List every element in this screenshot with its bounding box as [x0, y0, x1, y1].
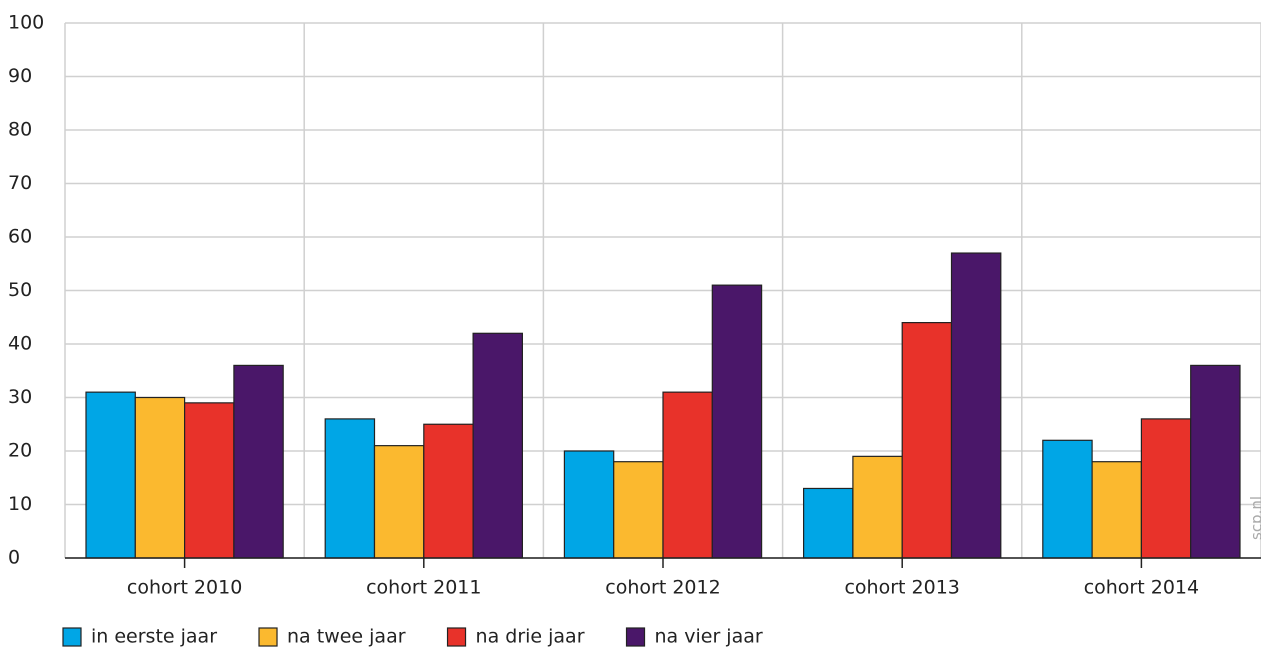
bar [423, 423, 474, 559]
y-tick-label: 80 [8, 119, 32, 141]
bar [184, 402, 235, 559]
legend-swatch [446, 627, 467, 647]
x-tick-label: cohort 2012 [605, 577, 720, 599]
y-tick-label: 70 [8, 172, 32, 194]
legend-label: na drie jaar [476, 626, 585, 648]
legend-swatch [258, 627, 278, 647]
bar [472, 332, 524, 559]
legend-label: na twee jaar [287, 626, 406, 648]
bar [563, 450, 615, 559]
x-tick-label: cohort 2014 [1084, 577, 1199, 599]
legend-label: in eerste jaar [91, 626, 217, 648]
bar [852, 455, 903, 559]
bar [613, 461, 664, 559]
bar [134, 396, 186, 559]
x-tick-label: cohort 2013 [844, 577, 959, 599]
bar [85, 391, 136, 559]
y-tick-label: 100 [8, 12, 44, 34]
bar [373, 445, 425, 559]
bar [901, 322, 953, 559]
bar [233, 364, 284, 559]
x-tick-label: cohort 2010 [127, 577, 242, 599]
bar [324, 418, 376, 559]
bar [1140, 418, 1192, 559]
bar [950, 252, 1002, 559]
bar [1091, 461, 1142, 559]
y-tick-label: 10 [8, 493, 32, 515]
bar [802, 487, 854, 559]
y-tick-label: 30 [8, 386, 32, 408]
bar [711, 284, 763, 559]
watermark: scp.nl [1248, 496, 1261, 540]
y-tick-label: 60 [8, 226, 32, 248]
y-tick-label: 90 [8, 65, 32, 87]
bar [662, 391, 713, 559]
legend-label: na vier jaar [655, 626, 763, 648]
legend-swatch [62, 627, 82, 647]
y-tick-label: 0 [8, 547, 20, 569]
legend-swatch [625, 627, 646, 647]
y-tick-label: 40 [8, 333, 32, 355]
bar [1190, 364, 1241, 559]
x-tick-label: cohort 2011 [366, 577, 481, 599]
y-tick-label: 20 [8, 440, 32, 462]
bar [1042, 439, 1093, 559]
y-tick-label: 50 [8, 279, 32, 301]
